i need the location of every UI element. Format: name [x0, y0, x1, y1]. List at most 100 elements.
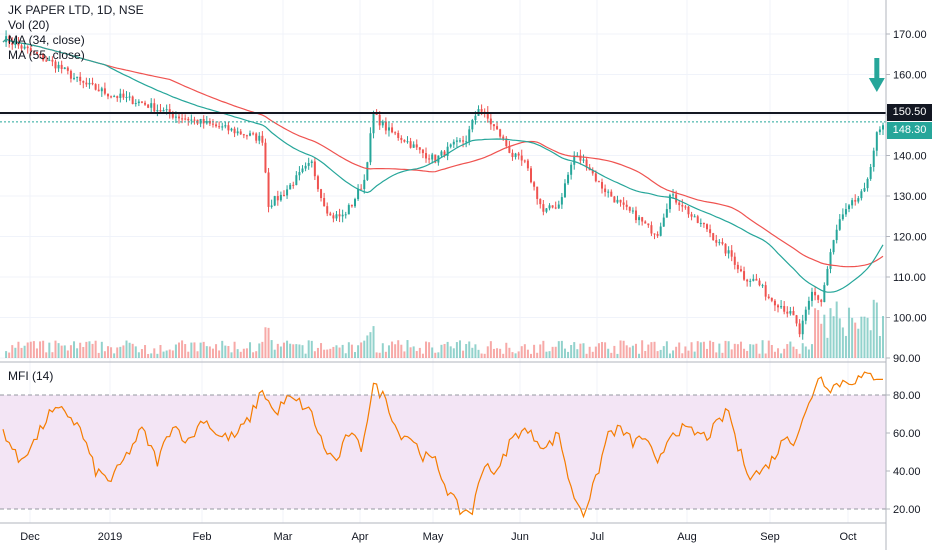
candle-body — [202, 118, 205, 124]
candle-body — [526, 160, 529, 169]
candle-body — [801, 320, 804, 335]
candle-body — [601, 182, 604, 189]
candle-body — [718, 242, 721, 244]
candle-body — [579, 155, 582, 161]
volume-bar — [736, 344, 739, 358]
candle-body — [406, 141, 409, 143]
candle-body — [369, 133, 372, 163]
candle-body — [332, 215, 335, 219]
volume-bar — [554, 346, 557, 358]
candle-body — [551, 205, 554, 208]
volume-bar — [106, 346, 109, 358]
candle-body — [23, 46, 26, 49]
candle-body — [255, 133, 258, 141]
candle-body — [548, 205, 551, 209]
volume-bar — [434, 352, 437, 358]
candles — [5, 30, 884, 340]
ma34-line — [2, 38, 884, 293]
volume-bar — [162, 351, 165, 358]
candle-body — [449, 144, 452, 147]
candle-body — [79, 76, 82, 82]
candle-body — [480, 109, 483, 112]
volume-bar — [446, 341, 449, 358]
candle-body — [381, 121, 384, 126]
candle-body — [622, 202, 625, 205]
volume-bar — [165, 350, 168, 358]
candle-body — [563, 183, 566, 198]
volume-bar — [829, 308, 832, 358]
volume-bar — [545, 351, 548, 358]
candle-body — [684, 206, 687, 208]
volume-bar — [249, 342, 252, 358]
volume-bar — [323, 349, 326, 358]
volume-bar — [597, 343, 600, 358]
volume-bar — [35, 348, 38, 358]
volume-bar — [88, 341, 91, 358]
candle-body — [866, 178, 869, 189]
volume-bar — [301, 345, 304, 358]
volume-bar — [202, 341, 205, 358]
volume-bar — [770, 345, 773, 358]
volume-bar — [233, 341, 236, 358]
candle-body — [820, 299, 823, 303]
volume-bar — [282, 342, 285, 358]
volume-bar — [820, 323, 823, 358]
price-tick-label: 120.00 — [893, 232, 927, 244]
mfi-axis: 80.00 60.00 40.00 20.00 — [886, 390, 921, 516]
volume-bar — [709, 340, 712, 358]
mfi-tick-label: 80.00 — [893, 390, 921, 402]
candle-body — [554, 207, 557, 209]
candle-body — [110, 96, 113, 98]
volume-bar — [792, 346, 795, 358]
candle-body — [727, 250, 730, 254]
candle-body — [51, 59, 54, 62]
candle-body — [607, 191, 610, 193]
candle-body — [743, 271, 746, 280]
candle-body — [650, 225, 653, 234]
volume-bar — [276, 343, 279, 358]
volume-bar — [477, 349, 480, 358]
volume-bar — [298, 344, 301, 358]
ma55-line — [2, 38, 884, 268]
volume-bar — [508, 347, 511, 358]
volume-bar — [26, 342, 29, 358]
volume-bar — [51, 352, 54, 358]
indicator-mfi[interactable]: MFI (14) — [8, 369, 54, 383]
volume-bar — [452, 348, 455, 358]
volume-bar — [273, 349, 276, 358]
candle-body — [462, 140, 465, 142]
volume-bar — [292, 344, 295, 358]
candle-body — [140, 101, 143, 103]
indicator-vol[interactable]: Vol (20) — [8, 18, 50, 32]
volume-bar — [875, 302, 878, 358]
candle-body — [854, 200, 857, 202]
indicator-ma55[interactable]: MA (55, close) — [8, 48, 85, 62]
candle-body — [520, 155, 523, 161]
candle-body — [113, 96, 116, 98]
indicator-ma34[interactable]: MA (34, close) — [8, 33, 85, 47]
candle-body — [610, 191, 613, 197]
candle-body — [492, 124, 495, 127]
candle-body — [764, 285, 767, 297]
candle-body — [567, 174, 570, 184]
volume-bar — [505, 342, 508, 358]
volume-bar — [85, 341, 88, 358]
candle-body — [508, 146, 511, 153]
volume-bar — [76, 348, 79, 358]
volume-bar — [23, 345, 26, 358]
price-tick-label: 170.00 — [893, 29, 927, 41]
volume-bar — [878, 335, 881, 358]
volume-bar — [662, 346, 665, 358]
volume-bar — [616, 353, 619, 358]
candle-body — [295, 175, 298, 186]
volume-bar — [702, 341, 705, 358]
candle-body — [66, 67, 69, 71]
time-tick-label: Sep — [760, 531, 780, 543]
symbol-title[interactable]: JK PAPER LTD, 1D, NSE — [8, 3, 144, 17]
candle-body — [69, 70, 72, 79]
candle-body — [496, 126, 499, 130]
volume-bar — [492, 348, 495, 358]
volume-bar — [718, 343, 721, 358]
candle-body — [227, 125, 230, 131]
